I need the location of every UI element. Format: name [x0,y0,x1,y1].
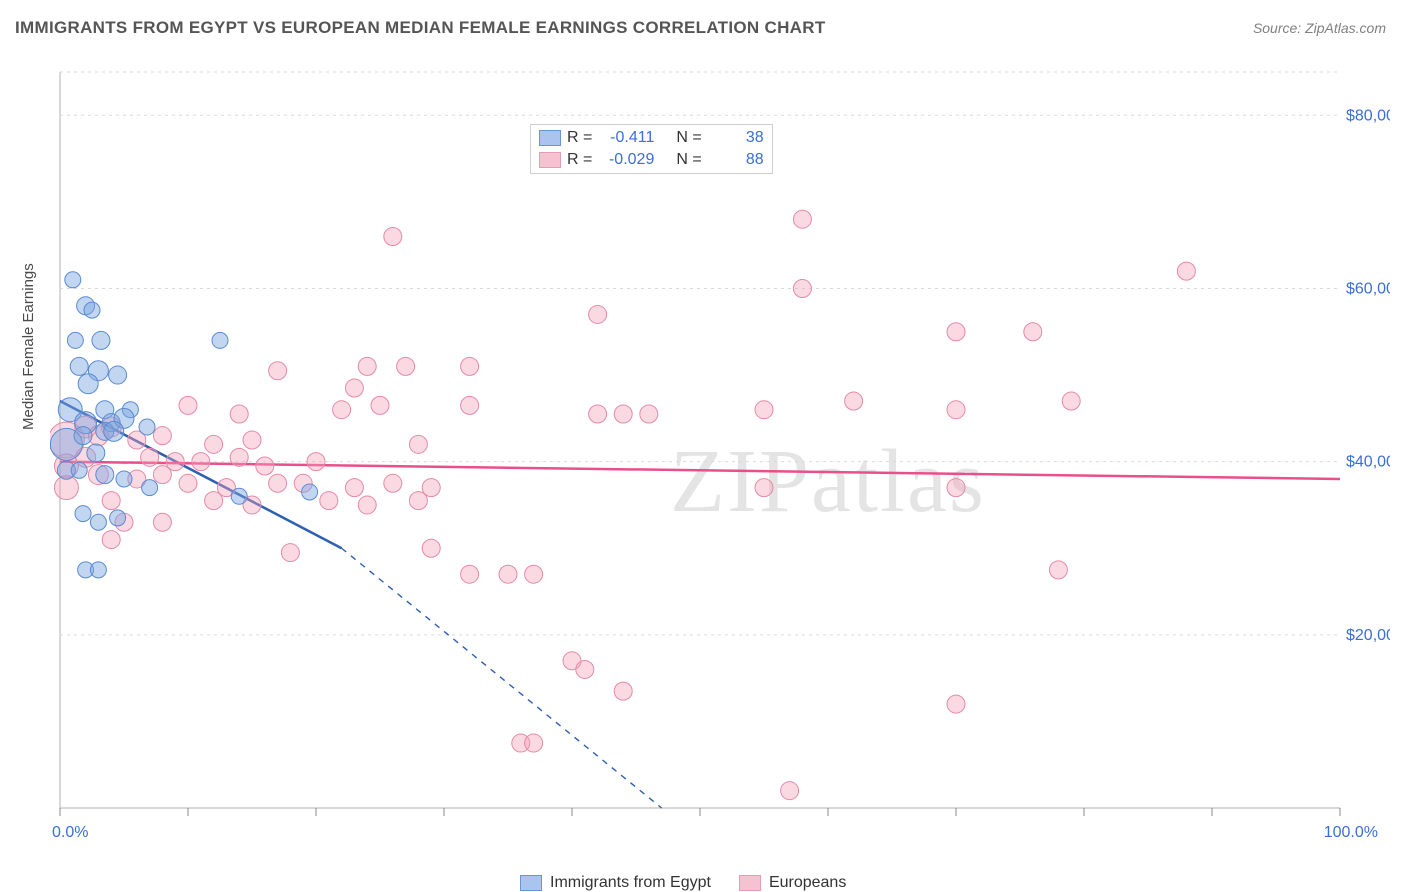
legend-stats-box: R = -0.411 N = 38 R = -0.029 N = 88 [530,124,773,174]
n-label: N = [676,151,701,169]
swatch-europeans-icon [539,152,561,168]
svg-text:$60,000: $60,000 [1346,280,1390,297]
plot-area: Median Female Earnings ZIPatlas $20,000$… [50,60,1390,840]
source-attribution: Source: ZipAtlas.com [1253,20,1386,36]
x-axis-min-label: 0.0% [52,824,88,842]
chart-title: IMMIGRANTS FROM EGYPT VS EUROPEAN MEDIAN… [15,18,826,38]
legend-item-egypt: Immigrants from Egypt [520,874,711,892]
legend-item-europeans: Europeans [739,874,846,892]
legend-stats-row-europeans: R = -0.029 N = 88 [539,149,764,171]
source-label: Source: [1253,20,1301,36]
legend-label-europeans: Europeans [769,874,846,892]
n-value-europeans: 88 [708,151,764,169]
legend-series-box: Immigrants from Egypt Europeans [520,874,846,892]
n-value-egypt: 38 [708,129,764,147]
r-label: R = [567,151,592,169]
legend-stats-row-egypt: R = -0.411 N = 38 [539,127,764,149]
swatch-egypt-icon [520,875,542,891]
r-value-europeans: -0.029 [598,151,654,169]
svg-text:$80,000: $80,000 [1346,107,1390,124]
y-axis-label: Median Female Earnings [20,263,37,430]
n-label: N = [676,129,701,147]
r-value-egypt: -0.411 [598,129,654,147]
svg-text:$40,000: $40,000 [1346,454,1390,471]
swatch-europeans-icon [739,875,761,891]
source-value: ZipAtlas.com [1305,20,1386,36]
x-axis-max-label: 100.0% [1324,824,1378,842]
swatch-egypt-icon [539,130,561,146]
svg-text:$20,000: $20,000 [1346,627,1390,644]
legend-label-egypt: Immigrants from Egypt [550,874,711,892]
chart-container: IMMIGRANTS FROM EGYPT VS EUROPEAN MEDIAN… [0,0,1406,892]
scatter-plot-svg: $20,000 $40,000 $60,000 $80,000 [50,60,1390,840]
r-label: R = [567,129,592,147]
